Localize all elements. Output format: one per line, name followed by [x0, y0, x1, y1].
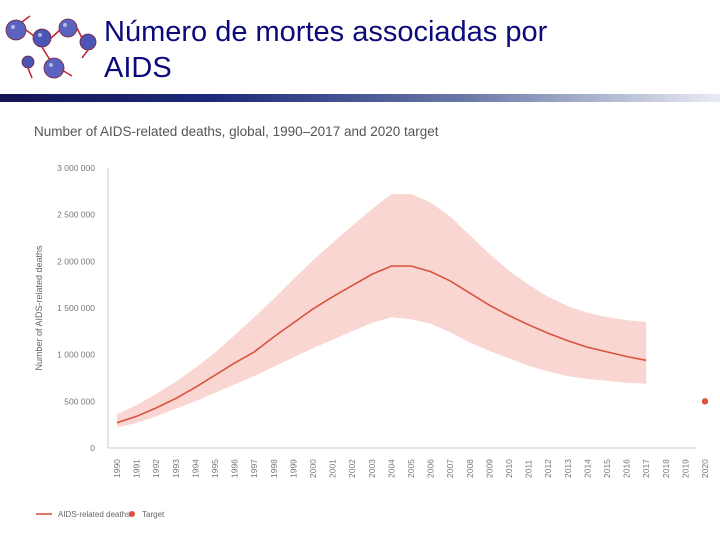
x-tick-label: 2017 [641, 459, 651, 478]
x-tick-label: 2006 [426, 459, 436, 478]
y-axis-title: Number of AIDS-related deaths [34, 245, 44, 371]
x-tick-label: 2002 [347, 459, 357, 478]
x-tick-label: 1994 [190, 459, 200, 478]
legend-label-target: Target [142, 510, 165, 519]
legend-dot-marker [129, 511, 135, 517]
x-tick-label: 2004 [386, 459, 396, 478]
x-tick-label: 2000 [308, 459, 318, 478]
x-tick-label: 2018 [661, 459, 671, 478]
x-tick-label: 2011 [524, 459, 534, 478]
x-tick-label: 2020 [700, 459, 710, 478]
x-tick-label: 1999 [288, 459, 298, 478]
x-tick-label: 1995 [210, 459, 220, 478]
x-tick-label: 2003 [367, 459, 377, 478]
y-tick-label: 2 500 000 [57, 210, 95, 220]
legend-label-deaths: AIDS-related deaths [58, 510, 130, 519]
y-tick-label: 3 000 000 [57, 163, 95, 173]
y-tick-label: 0 [90, 443, 95, 453]
y-tick-label: 2 000 000 [57, 256, 95, 266]
x-tick-label: 2013 [563, 459, 573, 478]
x-tick-label: 1990 [112, 459, 122, 478]
x-tick-label: 1993 [171, 459, 181, 478]
x-tick-label: 2012 [543, 459, 553, 478]
x-tick-label: 1997 [249, 459, 259, 478]
x-tick-label: 2016 [622, 459, 632, 478]
x-tick-label: 2009 [484, 459, 494, 478]
target-point-2020 [701, 398, 709, 405]
x-tick-label: 1991 [132, 459, 142, 478]
uncertainty-band [117, 194, 647, 428]
title-divider [0, 94, 720, 102]
y-tick-label: 500 000 [64, 396, 95, 406]
slide-title: Número de mortes associadas por AIDS [104, 14, 704, 86]
chart-title: Number of AIDS-related deaths, global, 1… [34, 124, 439, 139]
series-line-aids-deaths [116, 265, 647, 424]
x-tick-label: 2001 [328, 459, 338, 478]
slide-title-line-2: AIDS [104, 52, 172, 84]
x-tick-label: 2015 [602, 459, 612, 478]
x-tick-label: 2010 [504, 459, 514, 478]
slide-title-line-1: Número de mortes associadas por [104, 16, 548, 48]
x-tick-label: 2005 [406, 459, 416, 478]
x-tick-label: 1996 [230, 459, 240, 478]
y-tick-label: 1 500 000 [57, 303, 95, 313]
x-tick-label: 2007 [445, 459, 455, 478]
virus-molecules-icon [5, 15, 97, 79]
x-tick-label: 2019 [680, 459, 690, 478]
x-tick-label: 1992 [151, 459, 161, 478]
x-tick-label: 1998 [269, 459, 279, 478]
x-tick-label: 2008 [465, 459, 475, 478]
x-tick-label: 2014 [582, 459, 592, 478]
y-tick-label: 1 000 000 [57, 350, 95, 360]
